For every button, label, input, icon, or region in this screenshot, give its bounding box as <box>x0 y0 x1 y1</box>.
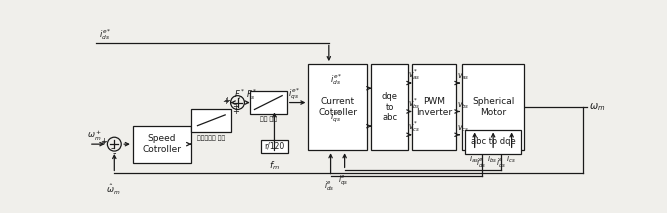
Text: $i_{cs}$: $i_{cs}$ <box>506 153 516 165</box>
Text: $i^e_{qs}$: $i^e_{qs}$ <box>496 157 506 171</box>
Text: $i^e_{ds}$: $i^e_{ds}$ <box>324 180 334 193</box>
Text: $i^{e*}_{qs}$: $i^{e*}_{qs}$ <box>288 86 301 102</box>
Text: $v_{bs}$: $v_{bs}$ <box>457 100 470 111</box>
Text: $\omega_m$: $\omega_m$ <box>588 101 605 113</box>
Text: $i^e_{ds}$: $i^e_{ds}$ <box>476 157 486 170</box>
Text: Spherical
Motor: Spherical Motor <box>472 98 514 117</box>
Text: dqe
to
abc: dqe to abc <box>382 92 398 122</box>
Bar <box>462 64 524 150</box>
Text: $F^*_r$: $F^*_r$ <box>233 87 245 102</box>
Text: Current
Cotroller: Current Cotroller <box>318 98 357 117</box>
Text: $i_{bs}$: $i_{bs}$ <box>488 153 498 165</box>
Text: $i^e_{qs}$: $i^e_{qs}$ <box>338 173 348 187</box>
Text: $\hat{\omega}_m$: $\hat{\omega}_m$ <box>105 183 120 197</box>
Text: $F^*_s$: $F^*_s$ <box>246 87 257 102</box>
Text: Speed
Cotroller: Speed Cotroller <box>142 134 181 154</box>
Bar <box>466 130 521 154</box>
Text: PWM
Inverter: PWM Inverter <box>416 98 452 117</box>
Text: $i^{e*}_{qs}$: $i^{e*}_{qs}$ <box>330 110 343 125</box>
Bar <box>412 64 456 150</box>
Text: $v_{cs}$: $v_{cs}$ <box>457 124 469 134</box>
Text: $v_{as}$: $v_{as}$ <box>457 72 470 82</box>
Bar <box>261 140 288 153</box>
Bar <box>250 91 287 114</box>
Text: $v^*_{cs}$: $v^*_{cs}$ <box>408 119 421 134</box>
Text: +: + <box>100 140 106 146</box>
Text: +: + <box>233 107 239 116</box>
Text: +: + <box>222 96 229 105</box>
Text: +: + <box>100 137 107 146</box>
Bar <box>308 64 367 150</box>
Bar <box>372 64 408 150</box>
Text: abc to dqe: abc to dqe <box>471 137 516 146</box>
Text: $i^{e*}_{ds}$: $i^{e*}_{ds}$ <box>330 73 343 88</box>
Text: r/120: r/120 <box>264 142 285 151</box>
Text: $v^*_{bs}$: $v^*_{bs}$ <box>408 96 421 111</box>
Bar <box>133 126 191 163</box>
Text: +: + <box>223 96 230 105</box>
Bar <box>191 109 231 132</box>
Text: $v^*_{as}$: $v^*_{as}$ <box>408 67 421 82</box>
Text: -: - <box>113 148 116 158</box>
Text: $f_m$: $f_m$ <box>269 160 280 172</box>
Text: -: - <box>110 143 114 153</box>
Text: $i^{e*}_{ds}$: $i^{e*}_{ds}$ <box>99 27 111 42</box>
Text: 슬립주파수 제한: 슬립주파수 제한 <box>197 135 225 141</box>
Text: $\omega^+_m$: $\omega^+_m$ <box>87 129 102 143</box>
Text: $i_{as}$: $i_{as}$ <box>469 153 479 165</box>
Text: +: + <box>231 102 239 111</box>
Text: 전류 지령: 전류 지령 <box>260 117 277 122</box>
